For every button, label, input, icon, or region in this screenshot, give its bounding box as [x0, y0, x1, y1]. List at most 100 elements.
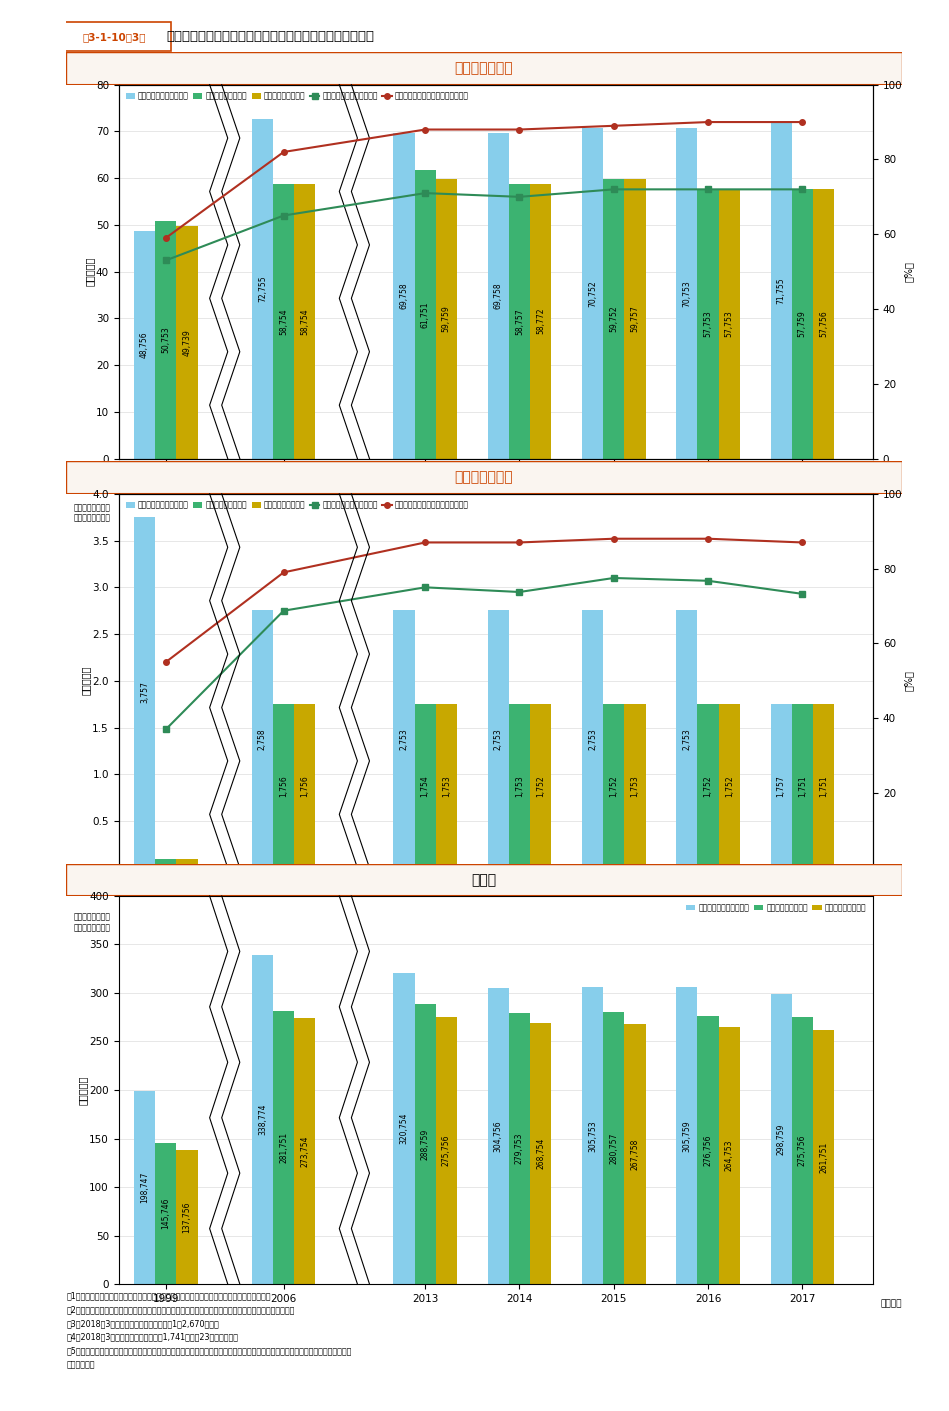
- Text: 70,752: 70,752: [588, 279, 597, 306]
- Bar: [488, 988, 509, 1284]
- Bar: [177, 1150, 197, 1284]
- Y-axis label: （万トン）: （万トン）: [78, 1075, 87, 1105]
- Text: 分別収集実施市町
村数（市町村数）: 分別収集実施市町 村数（市町村数）: [73, 913, 110, 933]
- Text: 280,757: 280,757: [609, 1132, 618, 1164]
- Bar: [624, 1024, 645, 1284]
- Bar: [436, 1016, 457, 1284]
- Bar: [813, 704, 834, 868]
- Text: 1,338: 1,338: [695, 906, 722, 916]
- Bar: [791, 1016, 813, 1284]
- Bar: [718, 1027, 740, 1284]
- Bar: [134, 230, 156, 459]
- Text: 分別収集実施市町
村数（市町村数）: 分別収集実施市町 村数（市町村数）: [73, 504, 110, 523]
- Text: 298,759: 298,759: [776, 1123, 786, 1154]
- Text: 69,758: 69,758: [400, 282, 408, 309]
- Bar: [251, 955, 273, 1284]
- Y-axis label: （%）: （%）: [903, 261, 914, 282]
- Bar: [698, 1016, 718, 1284]
- Text: 2,105: 2,105: [152, 495, 179, 507]
- Text: 1,752: 1,752: [609, 775, 618, 797]
- Bar: [134, 1091, 156, 1284]
- Text: 1,592: 1,592: [694, 495, 722, 507]
- Text: 1,592: 1,592: [789, 495, 816, 507]
- Bar: [156, 222, 177, 459]
- Text: 288,759: 288,759: [420, 1129, 430, 1160]
- Bar: [698, 189, 718, 459]
- Bar: [530, 1023, 551, 1284]
- Bar: [698, 704, 718, 868]
- Text: 59,759: 59,759: [442, 306, 451, 333]
- Text: 容器包装リサイクル法に基づく分別収集・再商品化の実績: 容器包装リサイクル法に基づく分別収集・再商品化の実績: [167, 30, 375, 44]
- Y-axis label: （%）: （%）: [903, 670, 914, 691]
- Text: 71,755: 71,755: [776, 278, 786, 305]
- Text: （年度）: （年度）: [881, 1300, 902, 1308]
- Bar: [530, 704, 551, 868]
- Text: 1,752: 1,752: [703, 775, 713, 797]
- Bar: [393, 972, 415, 1284]
- Bar: [604, 704, 624, 868]
- Text: 1,580: 1,580: [600, 495, 627, 507]
- Text: 57,756: 57,756: [819, 310, 828, 337]
- FancyBboxPatch shape: [58, 23, 171, 51]
- Bar: [294, 704, 315, 868]
- Text: 1,752: 1,752: [536, 775, 545, 797]
- Text: 59,757: 59,757: [630, 306, 640, 333]
- Bar: [251, 610, 273, 868]
- Bar: [677, 128, 698, 459]
- Text: 305,759: 305,759: [682, 1120, 691, 1151]
- Text: 1,563: 1,563: [506, 495, 533, 507]
- Bar: [813, 1030, 834, 1284]
- Text: 2,753: 2,753: [493, 728, 503, 751]
- Bar: [393, 133, 415, 459]
- Text: （年度）: （年度）: [881, 474, 902, 483]
- Bar: [677, 988, 698, 1284]
- Bar: [488, 611, 509, 868]
- Text: 1,304: 1,304: [411, 906, 439, 916]
- Text: 2,753: 2,753: [400, 728, 408, 751]
- Bar: [294, 1019, 315, 1284]
- Bar: [771, 995, 791, 1284]
- Bar: [415, 169, 436, 459]
- Text: （年度）: （年度）: [881, 883, 902, 892]
- Bar: [624, 179, 645, 459]
- Text: 1,756: 1,756: [301, 775, 309, 797]
- Bar: [813, 189, 834, 459]
- Bar: [509, 704, 530, 868]
- Text: 1,754: 1,754: [420, 775, 430, 797]
- Text: 1,756: 1,756: [279, 775, 288, 797]
- Text: 275,756: 275,756: [442, 1134, 451, 1165]
- Bar: [436, 704, 457, 868]
- Bar: [604, 179, 624, 459]
- Bar: [273, 1010, 294, 1284]
- Bar: [393, 611, 415, 868]
- Bar: [156, 859, 177, 868]
- Text: 1,344: 1,344: [600, 906, 627, 916]
- Text: 57,759: 57,759: [798, 310, 807, 337]
- Text: 1,753: 1,753: [442, 775, 451, 797]
- Text: 図3-1-10（3）: 図3-1-10（3）: [83, 31, 146, 42]
- Text: 72,755: 72,755: [258, 275, 267, 302]
- Text: 69,758: 69,758: [493, 282, 503, 309]
- Text: 1,753: 1,753: [630, 775, 640, 797]
- Text: 273,754: 273,754: [301, 1136, 309, 1167]
- Text: 279,753: 279,753: [515, 1133, 524, 1164]
- Text: 1,355: 1,355: [270, 906, 298, 916]
- Bar: [604, 1012, 624, 1284]
- Bar: [771, 704, 791, 868]
- Bar: [718, 704, 740, 868]
- Bar: [771, 123, 791, 459]
- Text: 1,752: 1,752: [725, 775, 734, 797]
- Text: 1,753: 1,753: [515, 775, 524, 797]
- Legend: 分別収集見込量（トン）, 分別収集量（トン）, 再商品化量（トン）, 分別収集実施市町村数割合, 分別収集実施市町村数人口カバー率: 分別収集見込量（トン）, 分別収集量（トン）, 再商品化量（トン）, 分別収集実…: [122, 89, 472, 103]
- Text: 2,753: 2,753: [682, 728, 691, 751]
- Bar: [177, 226, 197, 459]
- Text: 276,756: 276,756: [703, 1134, 713, 1165]
- Text: 268,754: 268,754: [536, 1137, 545, 1170]
- Bar: [530, 183, 551, 459]
- Bar: [251, 119, 273, 459]
- Bar: [791, 704, 813, 868]
- Text: 1,751: 1,751: [798, 775, 807, 797]
- Text: 58,772: 58,772: [536, 308, 545, 334]
- Y-axis label: （万トン）: （万トン）: [81, 666, 91, 696]
- Text: 2,758: 2,758: [258, 728, 267, 749]
